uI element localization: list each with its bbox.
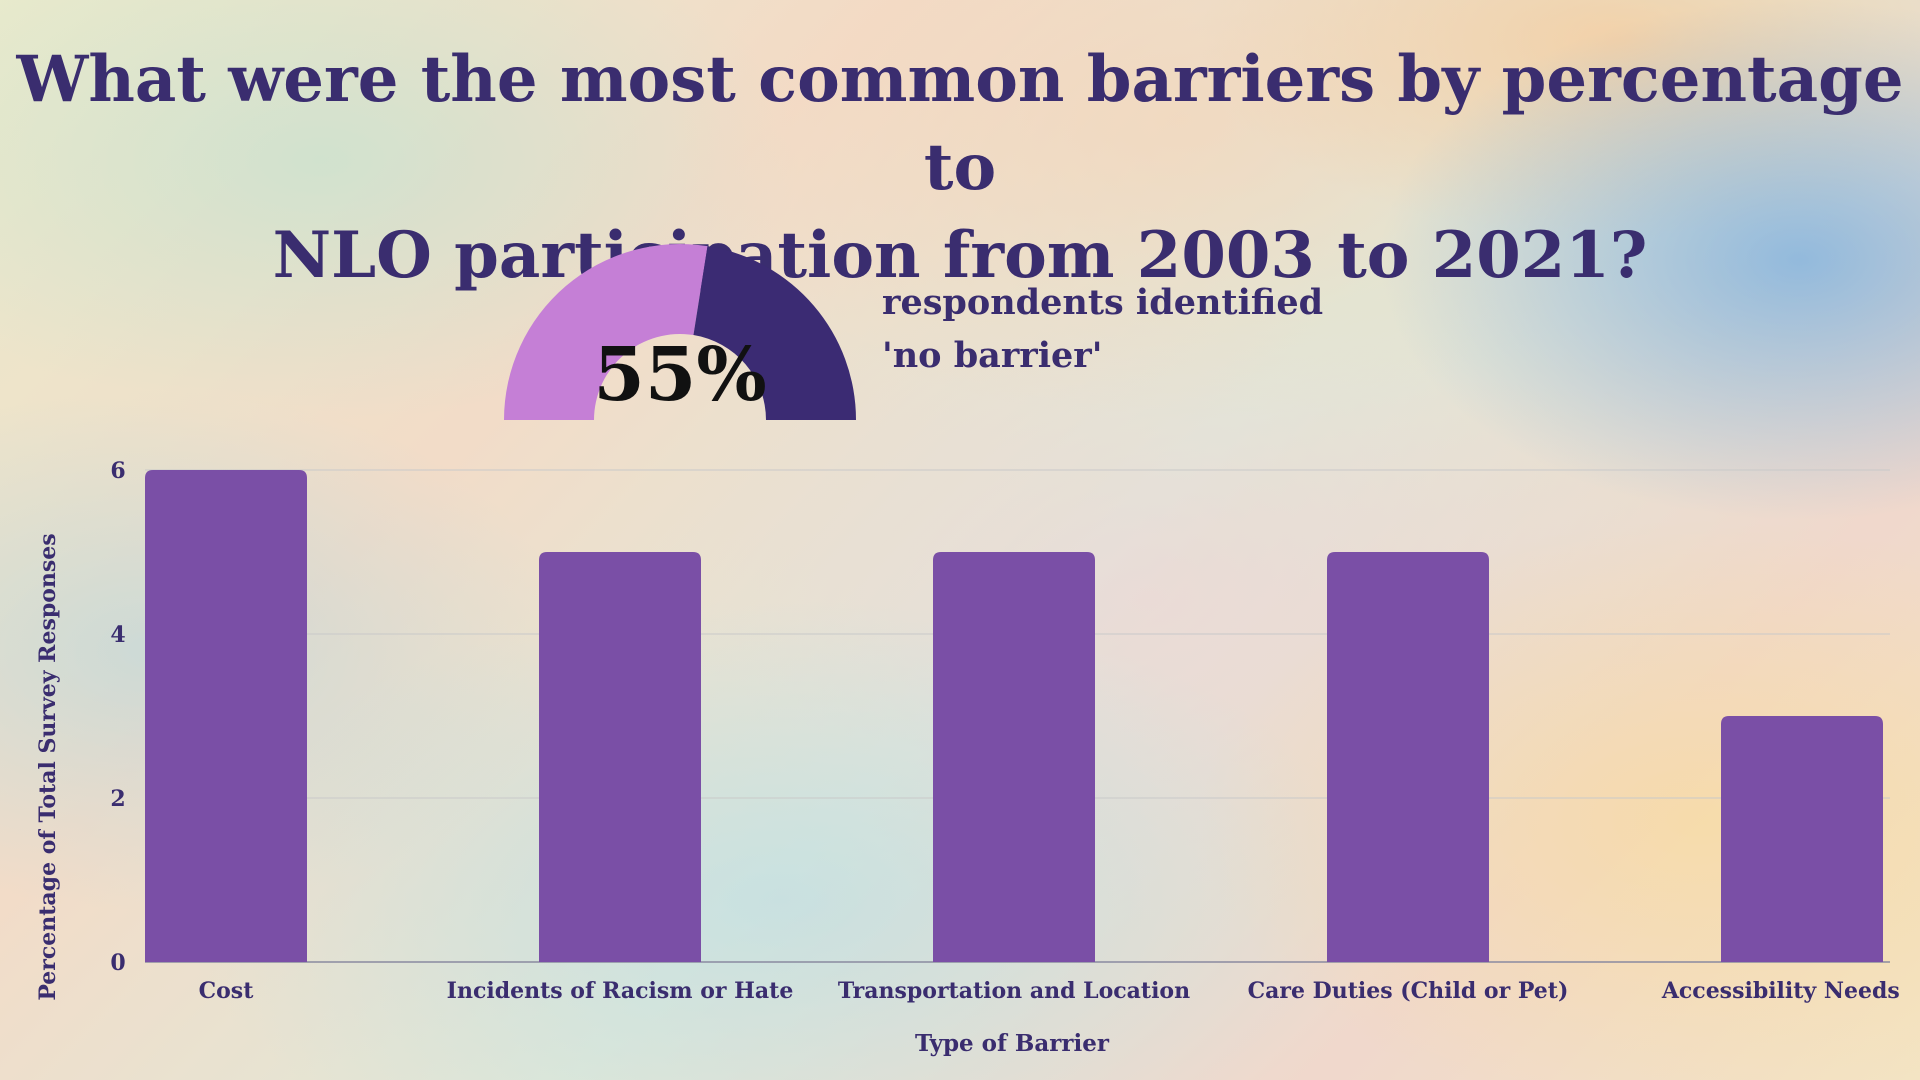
bar-2 [539, 552, 701, 962]
y-tick-label: 2 [110, 786, 125, 812]
x-tick-label: Cost [199, 978, 255, 1004]
bar-5 [1721, 716, 1883, 962]
bar-4 [1327, 552, 1489, 962]
y-tick-label: 0 [110, 950, 125, 976]
gauge-caption-line-2: 'no barrier' [882, 335, 1103, 376]
y-tick-label: 6 [110, 458, 125, 484]
bar-1 [145, 470, 307, 962]
bar-chart: 0 2 4 6 Cost Incidents of Racism or Hate Trans… [110, 458, 1900, 1004]
chart-title: What were the most common barriers by pe… [0, 36, 1920, 300]
gauge-segment-value [504, 244, 708, 420]
x-tick-label: Transportation and Location [838, 978, 1190, 1004]
x-axis-label: Type of Barrier [915, 1030, 1109, 1057]
gauge-chart [504, 244, 856, 420]
bar-3 [933, 552, 1095, 962]
title-line-2: NLO participation from 2003 to 2021? [272, 218, 1648, 293]
gauge-caption: respondents identified 'no barrier' [882, 276, 1402, 382]
gauge-caption-line-1: respondents identified [882, 282, 1324, 323]
gauge-value: 55% [593, 332, 767, 418]
y-axis-label: Percentage of Total Survey Responses [35, 533, 61, 1001]
gauge-segment-remainder [693, 246, 856, 420]
x-tick-label: Accessibility Needs [1661, 978, 1900, 1004]
title-line-1: What were the most common barriers by pe… [16, 42, 1904, 205]
x-tick-label: Incidents of Racism or Hate [447, 978, 794, 1004]
y-tick-label: 4 [110, 622, 125, 648]
x-tick-label: Care Duties (Child or Pet) [1248, 978, 1569, 1004]
